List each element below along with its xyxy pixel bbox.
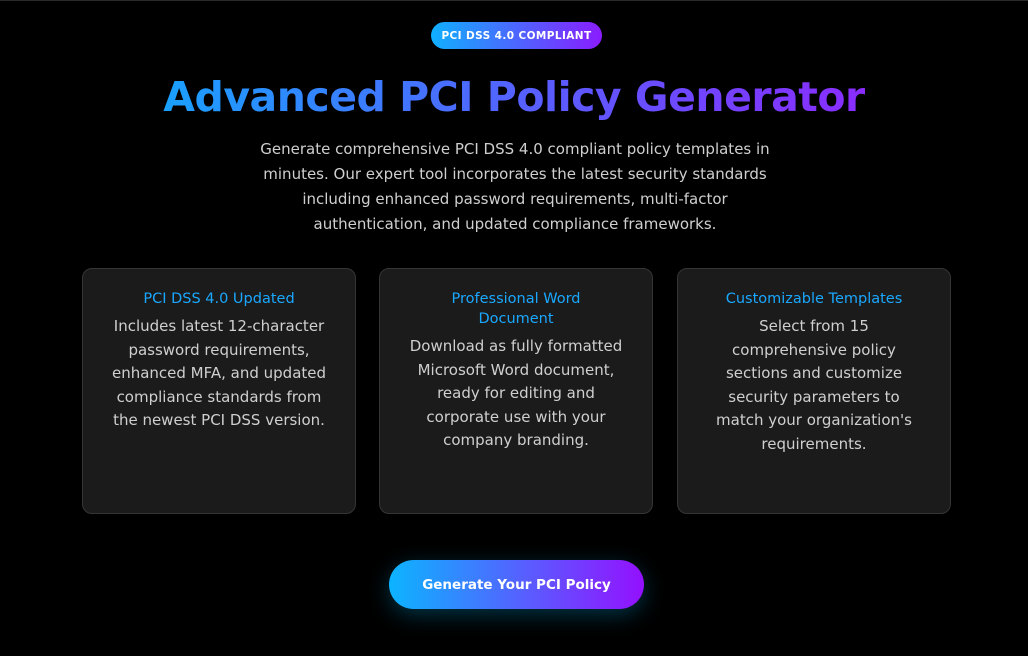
compliance-badge: PCI DSS 4.0 COMPLIANT bbox=[431, 22, 602, 49]
feature-title: Professional Word Document bbox=[451, 291, 581, 327]
page-title: Advanced PCI Policy Generator bbox=[0, 71, 1028, 123]
feature-card-word-document: Professional Word Document Download as f… bbox=[379, 268, 653, 514]
feature-title: PCI DSS 4.0 Updated bbox=[143, 291, 295, 307]
feature-text: Download as fully formatted Microsoft Wo… bbox=[409, 337, 623, 449]
page-title-text: Advanced PCI Policy Generator bbox=[163, 73, 865, 121]
feature-card-customizable: Customizable Templates Select from 15 co… bbox=[677, 268, 951, 514]
generate-policy-button[interactable]: Generate Your PCI Policy bbox=[389, 560, 644, 609]
feature-text: Includes latest 12-character password re… bbox=[111, 317, 327, 429]
feature-text: Select from 15 comprehensive policy sect… bbox=[716, 317, 912, 453]
feature-title: Customizable Templates bbox=[725, 291, 903, 307]
feature-card-pci-updated: PCI DSS 4.0 Updated Includes latest 12-c… bbox=[82, 268, 356, 514]
page-description: Generate comprehensive PCI DSS 4.0 compl… bbox=[260, 140, 770, 233]
